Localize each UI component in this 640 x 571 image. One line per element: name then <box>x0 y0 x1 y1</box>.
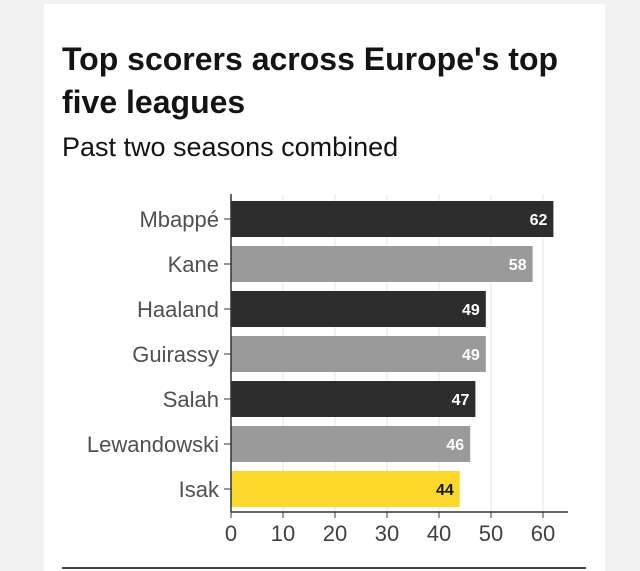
data-label: 58 <box>509 257 527 274</box>
x-tick-label: 60 <box>531 521 555 546</box>
data-label: 46 <box>446 437 464 454</box>
bar <box>231 426 471 462</box>
data-label: 47 <box>452 392 470 409</box>
x-tick-label: 40 <box>427 521 451 546</box>
data-label: 44 <box>436 482 454 499</box>
bottom-divider <box>62 567 586 569</box>
bar <box>231 246 533 282</box>
category-label: Mbappé <box>139 207 219 232</box>
x-tick-label: 20 <box>323 521 347 546</box>
x-tick-label: 30 <box>375 521 399 546</box>
chart-subtitle: Past two seasons combined <box>62 132 399 162</box>
bar <box>231 336 486 372</box>
category-label: Salah <box>163 387 219 412</box>
bar <box>231 291 486 327</box>
bar <box>231 201 554 237</box>
data-label: 49 <box>462 302 480 319</box>
x-tick-label: 10 <box>271 521 295 546</box>
bar-chart: 0 10 20 30 40 50 60 Mbappé 62 Kane 58 Haaland 49 Guir… <box>87 194 568 546</box>
category-label: Haaland <box>137 297 219 322</box>
bar <box>231 381 476 417</box>
bar <box>231 471 460 507</box>
category-label: Isak <box>179 477 220 502</box>
chart-card: Top scorers across Europe's top five lea… <box>44 4 605 571</box>
category-label: Kane <box>168 252 219 277</box>
chart-title: Top scorers across Europe's top five lea… <box>62 41 559 120</box>
category-label: Lewandowski <box>87 432 219 457</box>
x-tick-label: 0 <box>225 521 237 546</box>
data-label: 62 <box>530 212 548 229</box>
category-label: Guirassy <box>132 342 219 367</box>
x-tick-label: 50 <box>479 521 503 546</box>
data-label: 49 <box>462 347 480 364</box>
